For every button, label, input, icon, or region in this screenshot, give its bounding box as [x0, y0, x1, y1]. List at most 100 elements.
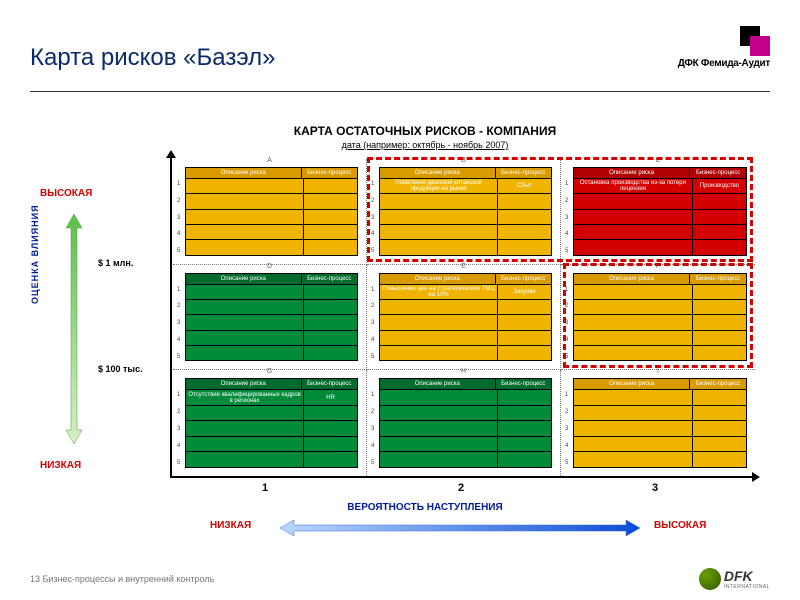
row-number: 1 — [565, 392, 568, 398]
y-axis-label: ОЦЕНКА ВЛИЯНИЯ — [30, 204, 40, 304]
risk-desc-cell — [379, 194, 497, 209]
row-number: 4 — [565, 231, 568, 237]
risk-bp-cell — [692, 421, 747, 437]
card-header-desc: Описание риска — [185, 273, 301, 285]
row-number: 1 — [565, 287, 568, 293]
footer: 13 Бизнес-процессы и внутренний контроль… — [30, 568, 770, 590]
row-number: 4 — [177, 337, 180, 343]
risk-desc-cell — [573, 194, 692, 209]
row-number: 1 — [177, 287, 180, 293]
row-number: 5 — [565, 354, 568, 360]
risk-bp-cell: Закупки — [497, 285, 552, 300]
row-number: 3 — [177, 426, 180, 432]
row-number: 5 — [565, 460, 568, 466]
risk-desc-cell — [573, 300, 692, 315]
matrix-cell-B: B Описание рискаБизнес-процесс1Появление … — [367, 159, 561, 265]
footer-text: 13 Бизнес-процессы и внутренний контроль — [30, 574, 214, 584]
risk-desc-cell — [185, 300, 303, 315]
risk-desc-cell — [185, 346, 303, 361]
card-header-desc: Описание риска — [379, 273, 495, 285]
row-number: 2 — [565, 409, 568, 415]
y-tick-1: $ 1 млн. — [98, 258, 133, 268]
risk-desc-cell — [379, 300, 497, 315]
row-number: 3 — [177, 215, 180, 221]
card-header-desc: Описание риска — [379, 167, 495, 179]
risk-desc-cell — [379, 406, 497, 422]
row-number: 3 — [371, 426, 374, 432]
risk-desc-cell — [185, 225, 303, 240]
risk-bp-cell — [303, 346, 358, 361]
risk-card: Описание рискаБизнес-процесс1Появление д… — [379, 167, 552, 256]
risk-card: Описание рискаБизнес-процесс12345 — [573, 273, 747, 362]
risk-desc-cell — [379, 390, 497, 406]
risk-desc-cell — [185, 194, 303, 209]
risk-bp-cell — [303, 240, 358, 255]
risk-card: Описание рискаБизнес-процесс12345 — [185, 167, 358, 256]
row-number: 2 — [177, 303, 180, 309]
row-number: 2 — [371, 303, 374, 309]
row-number: 2 — [565, 303, 568, 309]
cell-id-label: G — [267, 368, 272, 375]
cell-id-label: E — [461, 263, 466, 270]
risk-bp-cell — [692, 315, 747, 330]
card-header-bp: Бизнес-процесс — [301, 167, 358, 179]
risk-bp-cell: Сбыт — [497, 179, 552, 194]
risk-card: Описание рискаБизнес-процесс1Остановка п… — [573, 167, 747, 256]
risk-desc-cell — [573, 285, 692, 300]
risk-bp-cell — [303, 452, 358, 468]
matrix-cell-H: HОписание рискаБизнес-процесс12345 — [367, 370, 561, 476]
chart-subtitle: дата (например: октябрь - ноябрь 2007) — [80, 140, 770, 150]
card-header-bp: Бизнес-процесс — [301, 378, 358, 390]
row-number: 4 — [371, 231, 374, 237]
risk-desc-cell — [185, 331, 303, 346]
cell-id-label: A — [267, 157, 272, 164]
card-header-bp: Бизнес-процесс — [689, 273, 747, 285]
risk-desc-cell: Отсутствие квалифицированных кадров в ре… — [185, 390, 303, 406]
row-number: 5 — [371, 354, 374, 360]
risk-desc-cell — [379, 437, 497, 453]
row-number: 4 — [177, 443, 180, 449]
cell-id-label: C — [655, 157, 660, 164]
dfk-text: DFK — [724, 568, 770, 584]
y-axis — [170, 156, 172, 476]
risk-desc-cell — [185, 285, 303, 300]
card-header-bp: Бизнес-процесс — [495, 167, 552, 179]
matrix-cell-C: C Описание рискаБизнес-процесс1Остановка … — [561, 159, 755, 265]
risk-desc-cell — [379, 210, 497, 225]
header: Карта рисков «Базэл» ДФК Фемида-Аудит — [30, 44, 770, 92]
risk-bp-cell — [303, 437, 358, 453]
risk-desc-cell: Появление дешевой китайской продукции на… — [379, 179, 497, 194]
risk-desc-cell — [573, 331, 692, 346]
row-number: 3 — [371, 215, 374, 221]
risk-desc-cell — [185, 452, 303, 468]
chart-title: КАРТА ОСТАТОЧНЫХ РИСКОВ - КОМПАНИЯ — [80, 124, 770, 138]
risk-bp-cell — [692, 437, 747, 453]
card-header-bp: Бизнес-процесс — [689, 378, 747, 390]
card-header-desc: Описание риска — [379, 378, 495, 390]
cell-id-label: B — [461, 157, 466, 164]
horizontal-arrow-icon — [280, 520, 640, 536]
card-header-desc: Описание риска — [573, 378, 689, 390]
row-number: 2 — [177, 198, 180, 204]
risk-desc-cell: Остановка производства из-за потери лице… — [573, 179, 692, 194]
row-number: 4 — [177, 231, 180, 237]
risk-desc-cell — [379, 346, 497, 361]
cell-id-label: D — [267, 263, 272, 270]
risk-bp-cell — [303, 194, 358, 209]
risk-bp-cell — [303, 421, 358, 437]
risk-card: Описание рискаБизнес-процесс12345 — [573, 378, 747, 468]
x-low-label: НИЗКАЯ — [210, 520, 251, 531]
row-number: 5 — [177, 460, 180, 466]
row-number: 5 — [371, 460, 374, 466]
risk-bp-cell — [692, 225, 747, 240]
risk-bp-cell — [692, 390, 747, 406]
risk-bp-cell — [692, 240, 747, 255]
vertical-arrow-icon — [66, 214, 82, 444]
x-high-label: ВЫСОКАЯ — [654, 520, 706, 531]
row-number: 5 — [177, 248, 180, 254]
risk-desc-cell — [379, 421, 497, 437]
risk-card: Описание рискаБизнес-процесс1Повышение ц… — [379, 273, 552, 362]
y-tick-2: $ 100 тыс. — [98, 364, 143, 374]
row-number: 5 — [371, 248, 374, 254]
risk-card: Описание рискаБизнес-процесс12345 — [185, 273, 358, 362]
